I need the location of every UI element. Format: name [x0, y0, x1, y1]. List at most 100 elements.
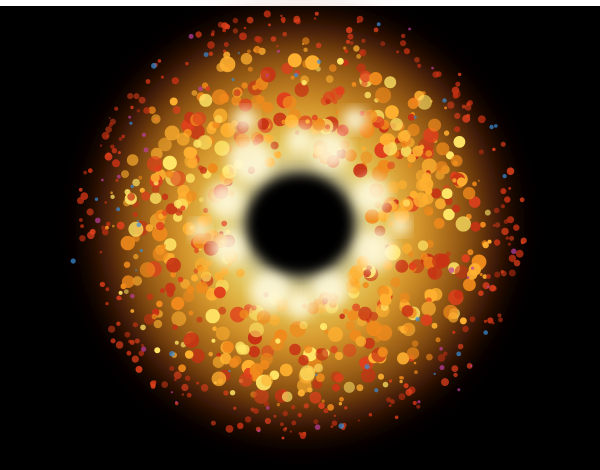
ember-particle — [116, 295, 122, 301]
ember-particle — [441, 378, 449, 387]
ember-particle — [452, 204, 461, 213]
ember-particle — [402, 199, 411, 207]
ember-particle — [443, 130, 450, 136]
color-spark — [143, 147, 149, 153]
ember-particle — [412, 400, 417, 406]
ember-particle — [359, 358, 367, 367]
ember-particle — [467, 249, 474, 256]
ember-particle — [219, 56, 236, 73]
ember-particle — [281, 62, 293, 75]
ember-particle — [363, 269, 371, 278]
ember-particle — [208, 51, 214, 56]
ember-particle — [247, 49, 251, 54]
color-spark — [116, 207, 121, 212]
ember-particle — [261, 374, 274, 387]
ember-particle — [421, 158, 438, 174]
ember-particle — [79, 235, 86, 242]
ember-particle — [151, 313, 158, 320]
ember-particle — [131, 355, 139, 363]
color-spark — [276, 49, 280, 53]
ember-particle — [299, 365, 316, 381]
ember-particle — [148, 106, 156, 114]
ember-particle — [154, 347, 161, 354]
ember-particle — [187, 158, 198, 169]
ember-particle — [293, 15, 301, 23]
ember-particle — [241, 82, 248, 89]
ember-particle — [87, 168, 93, 174]
ember-particle — [152, 246, 168, 262]
hot-core-highlights — [190, 108, 410, 319]
ember-particle — [186, 392, 192, 398]
ember-particle — [198, 197, 204, 203]
ember-particle — [407, 98, 419, 109]
ember-particle — [400, 376, 405, 380]
color-spark — [228, 369, 231, 373]
ember-particle — [196, 381, 200, 385]
ember-particle — [508, 254, 517, 263]
ember-particle — [207, 163, 218, 174]
ember-particle — [264, 134, 274, 144]
color-spark — [135, 269, 138, 272]
hot-spot — [190, 220, 210, 240]
ember-particle — [318, 402, 325, 410]
ember-particle — [173, 199, 182, 208]
ember-particle — [357, 419, 360, 422]
ember-particle — [305, 55, 320, 70]
ember-particle — [314, 11, 319, 16]
ember-particle — [478, 149, 484, 155]
ember-particle — [493, 239, 501, 246]
ember-particle — [361, 80, 368, 87]
ember-particle — [431, 188, 442, 199]
ember-particle — [232, 17, 239, 24]
ember-particle — [355, 336, 367, 347]
ember-particle — [280, 14, 283, 18]
ember-particle — [165, 282, 176, 294]
ember-particle — [205, 86, 211, 91]
ember-particle — [494, 271, 501, 278]
ember-particle — [280, 422, 284, 427]
ember-particle — [414, 57, 420, 63]
ember-particle — [253, 45, 261, 54]
ember-particle — [80, 192, 89, 201]
ember-particle — [437, 354, 446, 362]
ember-particle — [120, 235, 135, 251]
ember-particle — [188, 310, 194, 316]
ember-particle — [207, 41, 215, 49]
color-spark — [188, 33, 194, 39]
ember-particle — [407, 163, 413, 168]
ember-particle — [127, 93, 134, 100]
ember-particle — [353, 45, 360, 52]
ember-particle — [264, 417, 271, 425]
ember-particle — [356, 20, 360, 24]
ember-particle — [508, 187, 512, 190]
color-spark — [136, 220, 139, 222]
ember-particle — [191, 90, 198, 96]
ember-particle — [118, 290, 123, 295]
ember-particle — [165, 170, 174, 179]
ember-particle — [200, 384, 209, 392]
color-spark — [489, 124, 494, 130]
ember-particle — [222, 28, 227, 33]
hot-spot — [207, 182, 243, 218]
ember-particle — [121, 134, 125, 139]
ember-particle — [195, 281, 209, 294]
ember-particle — [211, 371, 227, 387]
ember-particle — [199, 166, 207, 174]
ember-particle — [420, 314, 433, 326]
ember-particle — [155, 221, 165, 231]
ember-particle — [170, 271, 177, 278]
ember-particle — [356, 63, 366, 73]
color-spark — [494, 124, 498, 128]
ember-particle — [444, 106, 447, 110]
hot-spot — [286, 126, 314, 154]
ember-particle — [78, 187, 83, 192]
ember-particle — [384, 76, 397, 89]
ember-particle — [325, 75, 334, 83]
ember-particle — [462, 187, 476, 200]
color-spark — [94, 197, 99, 201]
color-spark — [511, 248, 517, 255]
ember-particle — [457, 72, 462, 77]
ember-particle — [214, 140, 230, 156]
ember-particle — [345, 320, 356, 331]
